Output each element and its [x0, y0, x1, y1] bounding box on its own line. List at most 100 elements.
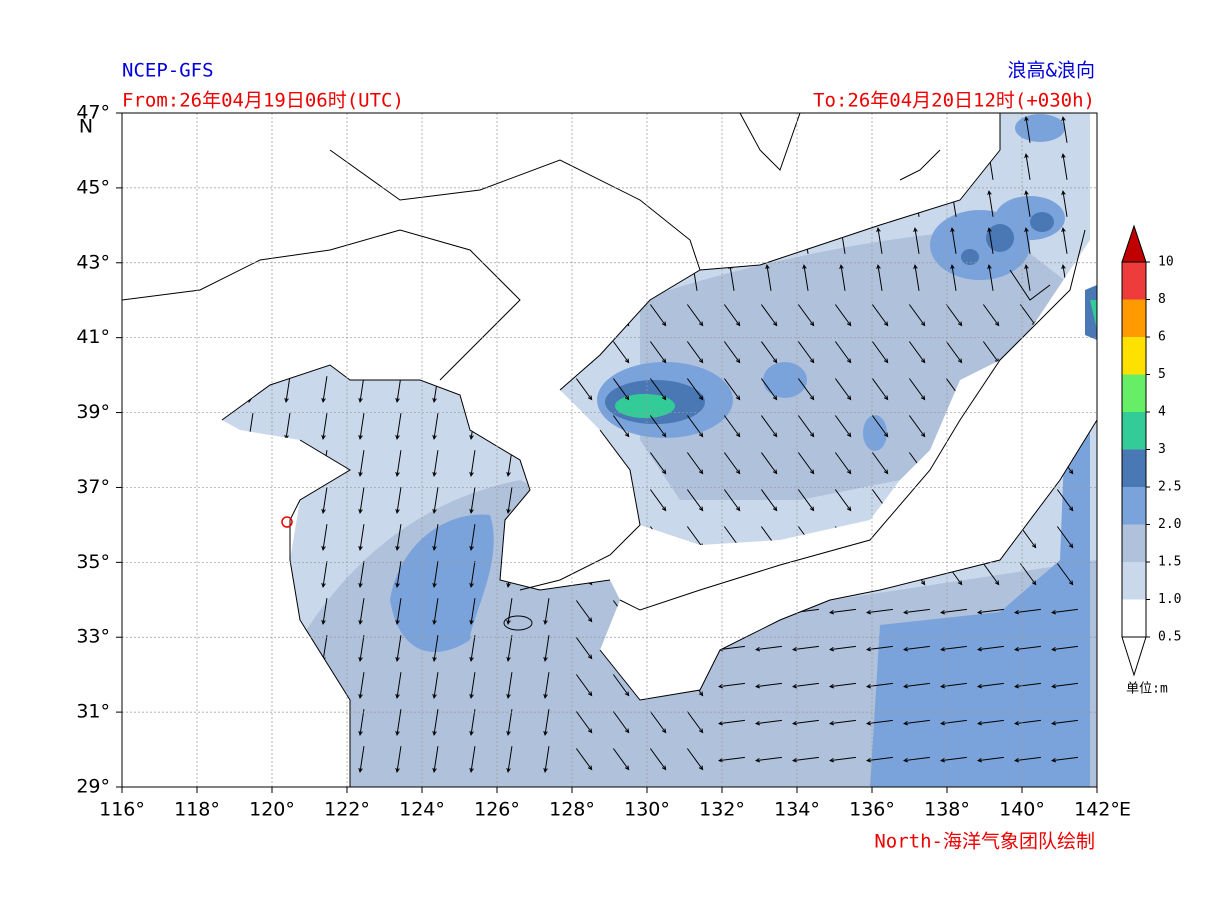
wave-arrow	[765, 264, 772, 291]
wave-arrow	[718, 756, 745, 763]
wave-arrow	[395, 339, 402, 366]
colorbar-segment	[1122, 299, 1146, 337]
wave-arrow	[321, 302, 328, 329]
wave-arrow	[174, 524, 179, 550]
wave-arrow	[284, 598, 291, 625]
wave-arrow	[358, 524, 365, 551]
wave-arrow	[908, 415, 926, 438]
wave-arrow	[829, 682, 856, 689]
lon-unit: E	[1119, 799, 1131, 821]
lat-label: 29°	[76, 776, 110, 798]
wave-arrow	[839, 264, 846, 291]
wave-arrow	[575, 600, 593, 623]
wave-arrow	[174, 561, 179, 587]
wave-arrow	[723, 378, 741, 401]
grid	[122, 113, 1097, 787]
wave-arrow	[469, 302, 476, 329]
wave-arrow	[543, 191, 550, 218]
wave-arrow	[321, 598, 328, 625]
wave-arrow	[432, 561, 439, 588]
wave-arrow	[649, 415, 667, 438]
wave-arrow	[686, 489, 704, 512]
wave-arrow	[987, 116, 994, 143]
lon-label: 132°	[699, 799, 745, 821]
wave-arrow	[723, 415, 741, 438]
lat-label: 33°	[76, 626, 110, 648]
wave-arrow	[612, 304, 630, 327]
wave-arrow	[797, 489, 815, 512]
wave-arrow	[617, 227, 624, 254]
wave-arrow	[802, 116, 809, 143]
wave-arrow	[797, 415, 815, 438]
wave-arrow	[903, 682, 930, 689]
wave-arrow	[543, 154, 550, 181]
wave-arrow	[395, 117, 402, 144]
colorbar-segment	[1122, 524, 1146, 562]
wave-arrow	[792, 645, 819, 652]
wave-arrow	[1024, 116, 1031, 143]
colorbar-segment	[1122, 599, 1146, 637]
wave-arrow	[1061, 153, 1068, 180]
wave-arrow	[395, 154, 402, 181]
lon-label: 142°	[1074, 799, 1120, 821]
location-marker	[281, 516, 293, 528]
colorbar-label: 1.5	[1158, 555, 1181, 570]
wave-arrow	[612, 748, 630, 771]
colorbar: 10 8 6 5 4 3 2.5 2.0 1.5 1.0 0.5	[1121, 224, 1181, 677]
wave-arrow	[728, 116, 735, 143]
colorbar-label: 3	[1158, 442, 1166, 457]
wave-arrow	[829, 756, 856, 763]
wave-arrow	[321, 265, 328, 292]
wave-arrow	[543, 339, 550, 366]
wave-arrow	[247, 339, 254, 366]
wave-arrow	[174, 413, 179, 439]
wave-arrow	[871, 563, 889, 586]
wave-arrow	[908, 489, 926, 512]
wave-arrow	[839, 153, 846, 180]
lon-label: 136°	[849, 799, 895, 821]
wave-arrow	[612, 674, 630, 697]
wave-arrow	[654, 264, 661, 291]
wave-arrow	[358, 117, 365, 144]
product-label: 浪高&浪向	[1008, 60, 1095, 82]
wave-arrow	[247, 487, 254, 514]
wave-arrow	[612, 341, 630, 364]
wave-arrow	[247, 561, 254, 588]
wave-arrow	[137, 450, 142, 476]
wave-arrow	[174, 709, 179, 735]
wave-arrow	[432, 746, 439, 773]
wave-arrow	[543, 117, 550, 144]
wave-arrow	[723, 304, 741, 327]
wave-arrow	[137, 598, 142, 624]
wave-arrow	[765, 227, 772, 254]
wave-arrow	[617, 153, 624, 180]
wave-arrow	[1061, 116, 1068, 143]
colorbar-label: 2.0	[1158, 517, 1181, 532]
wave-arrow	[876, 116, 883, 143]
wave-arrow	[247, 191, 254, 218]
wave-arrow	[580, 264, 587, 291]
lat-label: 47°	[76, 102, 110, 124]
wave-arrow	[543, 635, 550, 662]
wave-arrow	[543, 413, 550, 440]
wave-arrow	[395, 413, 402, 440]
wave-arrow	[950, 116, 957, 143]
wave-arrow	[469, 635, 476, 662]
wave-arrow	[913, 153, 920, 180]
wave-arrow	[760, 415, 778, 438]
wave-arrow	[395, 265, 402, 292]
wave-arrow	[211, 635, 216, 661]
wave-arrow	[432, 672, 439, 699]
wave-arrow	[247, 709, 254, 736]
wave-arrow	[839, 190, 846, 217]
wave-arrow	[839, 116, 846, 143]
wave-arrow	[686, 304, 704, 327]
wave-arrow	[982, 489, 1000, 512]
wave-arrow	[543, 709, 550, 736]
wave-arrow	[395, 487, 402, 514]
wave-arrow	[395, 302, 402, 329]
wave-arrow	[723, 452, 741, 475]
wave-arrow	[137, 635, 142, 661]
wave-arrow	[211, 376, 216, 402]
